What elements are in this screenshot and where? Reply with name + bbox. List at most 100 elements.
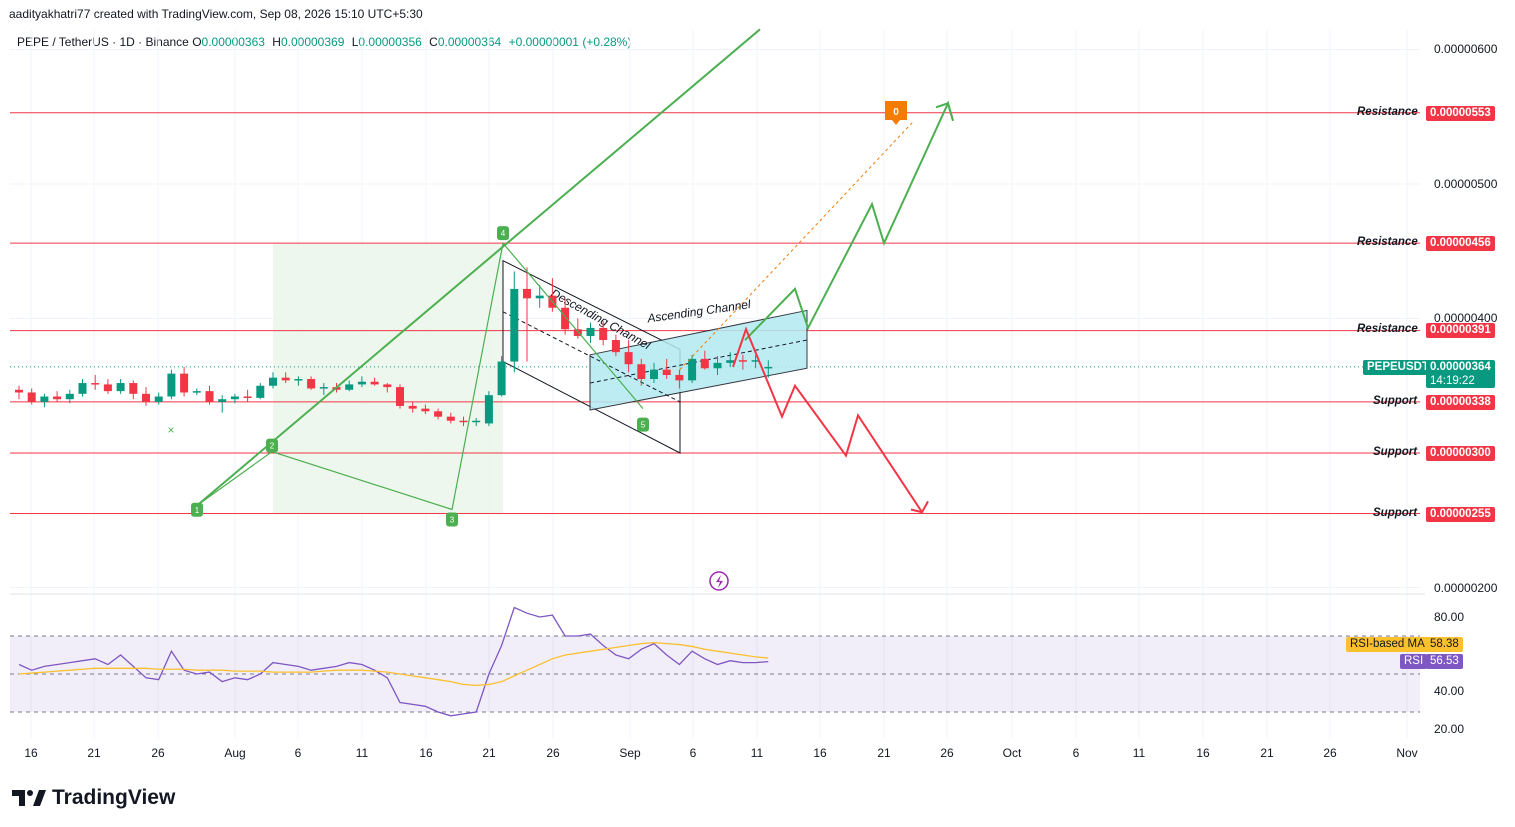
candle-body <box>218 399 227 402</box>
date-tick: Oct <box>1002 746 1022 760</box>
candle-body <box>357 381 366 385</box>
candle-body <box>586 327 595 336</box>
candle-body <box>40 396 49 402</box>
target-marker-label: 0 <box>893 107 899 118</box>
candle-body <box>535 295 544 299</box>
ohlc-c-label: C <box>429 35 438 49</box>
bullish-path <box>744 100 954 341</box>
attribution-text: aadityakhatri77 created with TradingView… <box>9 7 423 21</box>
candle-body <box>662 369 671 375</box>
date-tick: 26 <box>940 746 954 760</box>
ascending-mid <box>589 339 808 384</box>
level-price-tag: 0.00000456 <box>1426 236 1495 251</box>
ascending-channel-label: Ascending Channel <box>645 297 751 326</box>
rsi-ma-value: 58.38 <box>1426 637 1463 652</box>
date-tick: 26 <box>1323 746 1337 760</box>
candle-body <box>497 361 506 396</box>
candles <box>15 267 773 427</box>
date-tick: 16 <box>419 746 433 760</box>
date-tick: 6 <box>689 746 697 760</box>
candle-body <box>256 385 265 398</box>
current-price: 0.00000364 <box>1430 361 1491 373</box>
ohlc-l-label: L <box>351 35 359 49</box>
wave-marker <box>637 417 649 432</box>
rsi-tick: 40.00 <box>1434 684 1465 698</box>
wave-marker-label: 3 <box>450 515 455 524</box>
wave-markers: 1 2 3 4 5 0 × <box>167 101 907 591</box>
date-tick: 11 <box>1132 746 1146 760</box>
candle-body <box>319 387 328 389</box>
symbol-ohlc-line: PEPE / TetherUS · 1D · Binance O0.000003… <box>17 35 635 49</box>
candle-body <box>192 391 201 393</box>
candle-body <box>180 373 189 393</box>
bearish-path <box>732 326 923 513</box>
countdown: 14:19:22 <box>1430 375 1475 387</box>
tradingview-logo[interactable]: TradingView <box>12 786 175 810</box>
symbol-name[interactable]: PEPE / TetherUS · 1D · Binance <box>17 35 189 49</box>
wave-marker <box>446 512 458 527</box>
wave-marker <box>266 438 278 453</box>
date-tick: 26 <box>151 746 165 760</box>
ohlc-o-label: O <box>192 35 202 49</box>
rsi-tick: 20.00 <box>1434 722 1465 736</box>
ohlc-low: 0.00000356 <box>358 35 422 49</box>
descending-channel <box>502 259 681 454</box>
candle-body <box>307 379 316 389</box>
candle-body <box>675 374 684 381</box>
candle-body <box>764 366 773 369</box>
candle-body <box>294 379 303 381</box>
level-label: Support <box>1373 446 1418 458</box>
wave-marker-label: 1 <box>195 506 200 515</box>
price-tick: 0.00000400 <box>1434 311 1498 325</box>
bullish-arrowhead <box>935 102 954 122</box>
candle-body <box>129 383 138 394</box>
trend-line <box>196 28 761 507</box>
level-price-tag: 0.00000391 <box>1426 323 1495 338</box>
rsi-pane <box>10 606 1420 717</box>
target-marker <box>885 101 907 125</box>
date-tick: 26 <box>546 746 560 760</box>
level-label: Support <box>1373 395 1418 407</box>
candle-body <box>484 395 493 424</box>
wave-marker <box>497 226 509 241</box>
date-tick: 11 <box>750 746 764 760</box>
descending-mid <box>502 311 681 403</box>
candle-body <box>142 393 150 402</box>
date-tick: Sep <box>619 746 641 760</box>
ohlc-open: 0.00000363 <box>201 35 265 49</box>
candle-body <box>345 384 354 390</box>
candle-body <box>53 396 62 400</box>
bearish-arrowhead <box>910 500 929 514</box>
candle-body <box>269 377 277 386</box>
ascending-channel <box>589 309 808 411</box>
rsi-label: RSI <box>1400 654 1428 669</box>
level-label: Support <box>1373 507 1418 519</box>
candle-body <box>281 377 290 381</box>
price-tick: 0.00000200 <box>1434 581 1498 595</box>
candle-body <box>243 396 252 399</box>
candle-body <box>167 373 176 397</box>
rsi-tick: 80.00 <box>1434 610 1465 624</box>
candle-body <box>751 360 760 362</box>
tradingview-mark-icon <box>12 790 46 806</box>
rsi-ma-label: RSI-based MA <box>1346 637 1429 652</box>
date-tick: 6 <box>1072 746 1080 760</box>
level-label: Resistance <box>1357 323 1418 335</box>
level-price-tag: 0.00000300 <box>1426 446 1495 461</box>
date-tick: Aug <box>224 746 246 760</box>
candle-body <box>205 391 214 402</box>
candle-body <box>459 420 468 423</box>
candle-body <box>230 396 239 400</box>
target-line <box>679 120 915 370</box>
date-tick: 16 <box>813 746 827 760</box>
date-tick: 6 <box>294 746 302 760</box>
candle-body <box>154 396 163 402</box>
candle-body <box>713 362 722 369</box>
rsi-ma-line <box>18 641 769 687</box>
date-tick: 21 <box>1260 746 1274 760</box>
level-price-tag: 0.00000553 <box>1426 106 1495 121</box>
candle-body <box>573 329 582 336</box>
current-price-tag: 0.00000364 14:19:22 <box>1426 360 1495 388</box>
candle-body <box>637 364 646 380</box>
